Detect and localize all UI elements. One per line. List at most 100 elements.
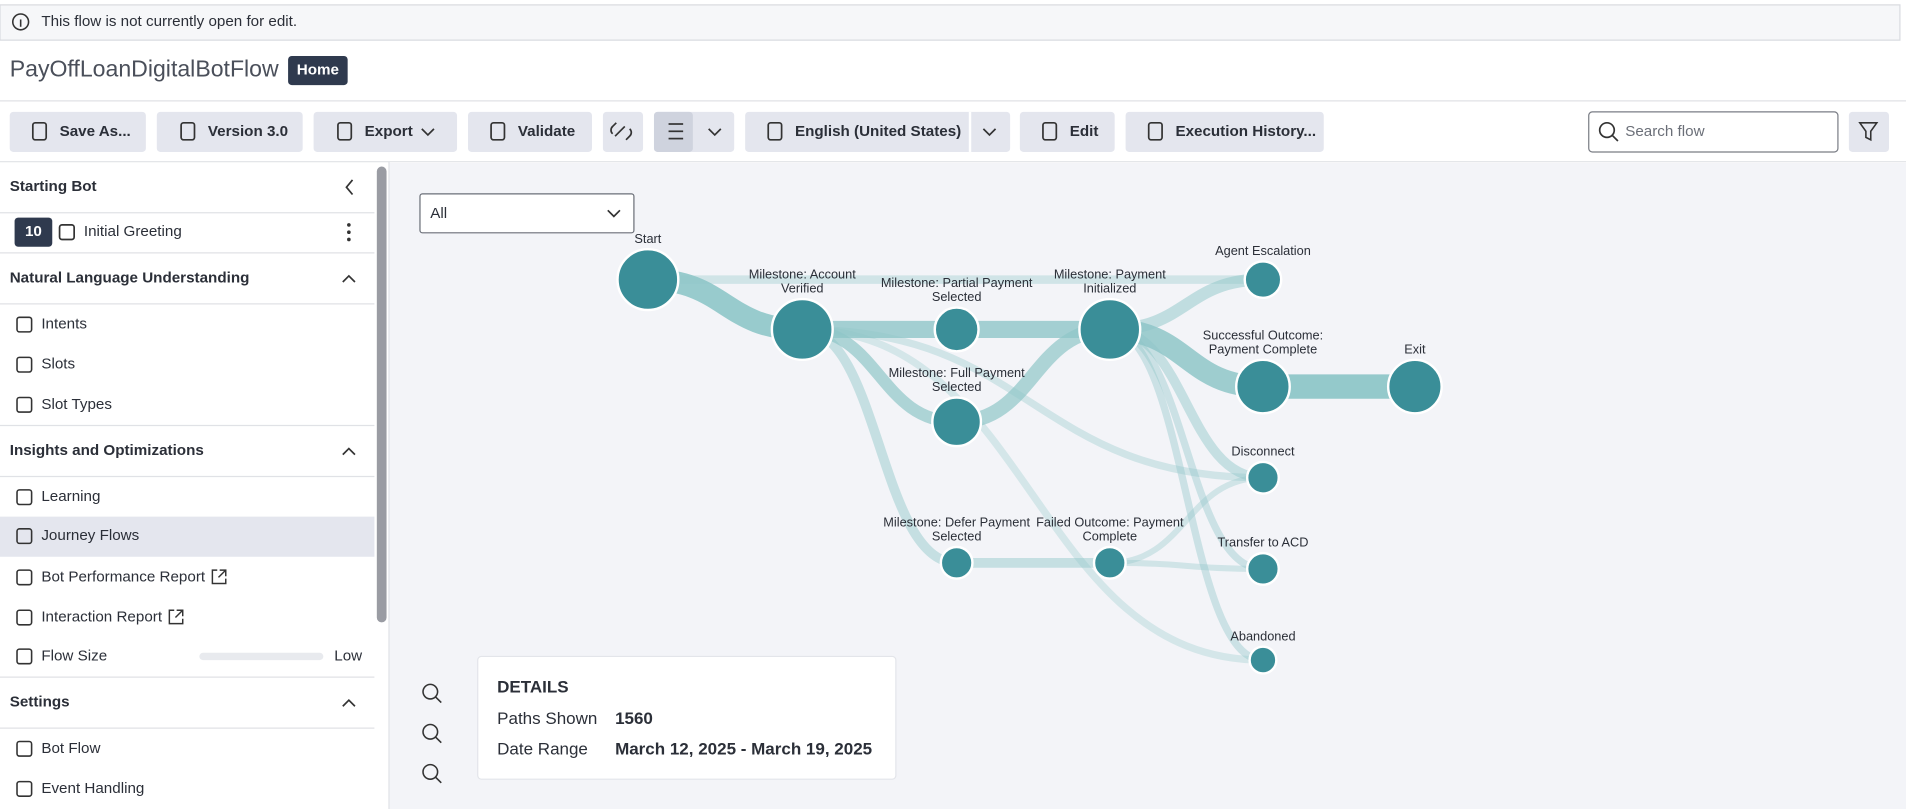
item-icon bbox=[16, 528, 33, 545]
flow-node[interactable] bbox=[1078, 297, 1142, 362]
item-icon bbox=[16, 740, 33, 757]
flow-link bbox=[1109, 474, 1263, 566]
nav-item[interactable]: Bot Performance Report bbox=[41, 568, 206, 585]
filter-button[interactable] bbox=[1848, 111, 1889, 152]
external-icon bbox=[168, 609, 184, 625]
button-label: Export bbox=[365, 123, 413, 140]
search-placeholder: Search flow bbox=[1625, 123, 1704, 140]
section-title: Settings bbox=[10, 694, 70, 711]
selected-row bbox=[0, 516, 375, 557]
flow-size-bar bbox=[199, 652, 324, 661]
bot-name[interactable]: Initial Greeting bbox=[84, 223, 182, 240]
flow-node[interactable] bbox=[933, 306, 980, 353]
nav-item[interactable]: Journey Flows bbox=[41, 527, 139, 544]
button-label: Save As... bbox=[60, 123, 131, 140]
nav-item[interactable]: Flow Size bbox=[41, 647, 107, 664]
nav-item[interactable]: Intents bbox=[41, 316, 87, 333]
banner-text: This flow is not currently open for edit… bbox=[41, 13, 297, 30]
search-box[interactable] bbox=[1588, 111, 1839, 153]
chevron bbox=[982, 128, 997, 137]
nav-item[interactable]: Slots bbox=[41, 356, 75, 373]
item-icon bbox=[16, 780, 33, 798]
kebab bbox=[347, 237, 351, 242]
external-icon bbox=[211, 569, 227, 585]
link-button[interactable] bbox=[602, 111, 644, 152]
button-icon bbox=[337, 121, 353, 141]
flow-node[interactable] bbox=[1092, 545, 1127, 580]
flow-node[interactable] bbox=[1386, 358, 1443, 415]
dropdown[interactable] bbox=[419, 193, 635, 234]
button-icon bbox=[31, 121, 48, 141]
item-icon bbox=[16, 316, 33, 333]
flow-node[interactable] bbox=[931, 396, 983, 448]
button-label: Edit bbox=[1070, 123, 1099, 140]
toolbar-button[interactable] bbox=[745, 111, 1011, 152]
zoom-in-icon bbox=[434, 736, 442, 744]
nav-item[interactable]: Learning bbox=[41, 488, 100, 505]
nav-item[interactable]: Interaction Report bbox=[41, 609, 163, 626]
button-label: Version 3.0 bbox=[208, 123, 288, 140]
flow-link bbox=[1109, 325, 1264, 664]
button-label: Validate bbox=[518, 123, 575, 140]
scrollbar[interactable] bbox=[376, 166, 387, 623]
button-icon bbox=[767, 121, 783, 141]
zoom-in-icon[interactable] bbox=[422, 723, 439, 740]
flow-node[interactable] bbox=[616, 247, 680, 312]
node-label: Failed Outcome: Payment bbox=[1036, 515, 1184, 530]
detail-label: Date Range bbox=[497, 740, 588, 759]
toolbar-button[interactable] bbox=[9, 111, 146, 152]
node-label: Milestone: Payment bbox=[1054, 267, 1166, 282]
kebab bbox=[347, 223, 351, 227]
toolbar-button[interactable] bbox=[1125, 111, 1324, 152]
flow-node[interactable] bbox=[1245, 460, 1280, 495]
nav-item[interactable]: Bot Flow bbox=[41, 740, 100, 757]
button-label: English (United States) bbox=[795, 123, 961, 140]
flow-node[interactable] bbox=[1245, 551, 1280, 586]
item-icon bbox=[16, 356, 33, 373]
collapse[interactable] bbox=[345, 179, 354, 196]
node-label: Transfer to ACD bbox=[1217, 535, 1308, 550]
toolbar-button[interactable] bbox=[467, 111, 592, 152]
node-label: Complete bbox=[1083, 529, 1138, 544]
section-title: Insights and Optimizations bbox=[10, 442, 204, 459]
count-badge bbox=[14, 217, 53, 247]
chevron bbox=[421, 128, 435, 137]
flow-node[interactable] bbox=[1248, 645, 1278, 675]
section-title: Starting Bot bbox=[10, 178, 97, 195]
chevron bbox=[607, 209, 621, 218]
nav-item[interactable]: Slot Types bbox=[41, 396, 112, 413]
node-label: Selected bbox=[932, 379, 982, 394]
zoom-out-icon[interactable] bbox=[422, 763, 439, 780]
fit-icon[interactable] bbox=[422, 683, 439, 700]
link-icon bbox=[610, 122, 633, 141]
toolbar-button[interactable] bbox=[313, 111, 458, 152]
search-icon bbox=[1611, 134, 1619, 142]
button-icon bbox=[180, 121, 196, 141]
node-label: Abandoned bbox=[1230, 628, 1295, 643]
chevron bbox=[708, 128, 722, 137]
node-label: Start bbox=[634, 231, 661, 246]
flow-node[interactable] bbox=[770, 297, 834, 362]
item-icon bbox=[16, 648, 33, 665]
flow-node[interactable] bbox=[939, 545, 974, 580]
flow-node[interactable] bbox=[1235, 358, 1291, 415]
toolbar-button[interactable] bbox=[1019, 111, 1115, 152]
node-label: Successful Outcome: bbox=[1203, 327, 1323, 342]
item-icon bbox=[16, 569, 33, 586]
node-label: Milestone: Full Payment bbox=[889, 365, 1026, 380]
flow-node[interactable] bbox=[1243, 260, 1283, 300]
nav-item[interactable]: Event Handling bbox=[41, 780, 144, 797]
section-title: Natural Language Understanding bbox=[10, 269, 250, 286]
filter-icon bbox=[1858, 122, 1879, 142]
node-label: Milestone: Account bbox=[749, 267, 856, 282]
node-label: Selected bbox=[932, 529, 982, 544]
chevron bbox=[342, 274, 356, 283]
item-icon bbox=[16, 489, 33, 506]
button-icon bbox=[1042, 121, 1058, 141]
flow-title: PayOffLoanDigitalBotFlow bbox=[10, 56, 279, 82]
toolbar-button[interactable] bbox=[156, 111, 303, 152]
node-label: Selected bbox=[932, 289, 982, 304]
badge-text: Home bbox=[297, 62, 339, 79]
item-icon bbox=[16, 396, 33, 413]
